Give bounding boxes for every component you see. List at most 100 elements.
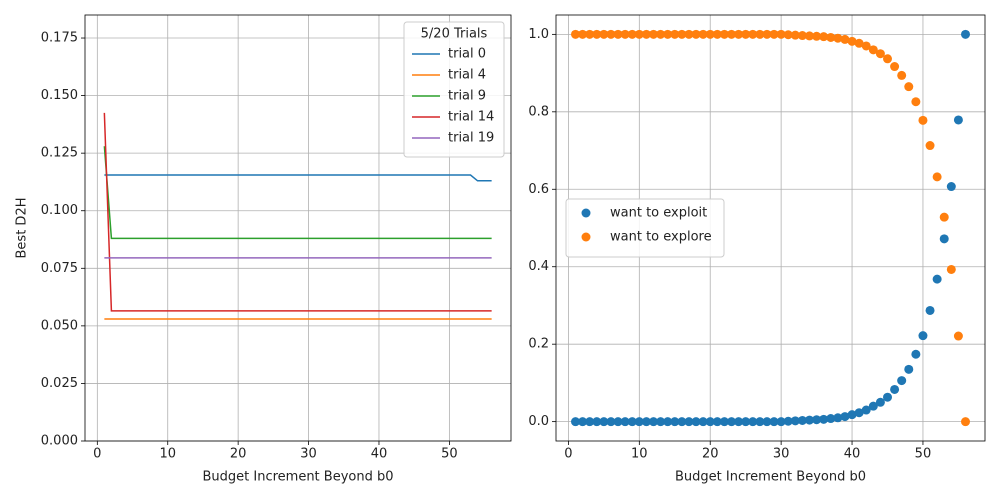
point [620,29,630,39]
point [911,97,921,107]
point [939,212,949,222]
point [641,29,651,39]
point [769,417,779,427]
point [961,417,970,427]
plot-area [103,112,492,320]
y-tick-label: 0.100 [41,203,78,218]
plot-area [571,29,970,427]
point [776,417,786,427]
point [762,29,772,39]
y-tick-label: 0.4 [528,259,549,274]
point [705,29,715,39]
point [613,417,623,427]
point [592,417,602,427]
point [953,331,963,341]
point [932,274,942,284]
point [875,397,885,407]
x-tick-label: 10 [631,447,648,462]
point [805,31,814,41]
line [103,112,492,312]
line [103,146,492,240]
x-axis-label: Budget Increment Beyond b0 [202,470,393,485]
point [840,412,850,422]
point [797,31,807,41]
point [826,32,836,42]
point [719,417,729,427]
legend-label: trial 4 [448,68,486,83]
point [634,29,644,39]
point [734,29,744,39]
point [663,29,673,39]
point [613,29,623,39]
y-tick-label: 0.6 [528,182,549,197]
x-tick-label: 30 [773,447,790,462]
point [578,29,588,39]
point [790,30,800,40]
y-tick-label: 0.000 [41,434,78,449]
point [741,417,751,427]
point [585,417,595,427]
point [571,29,580,39]
legend-box [565,198,725,258]
point [592,29,602,39]
x-tick-label: 10 [159,447,176,462]
point [620,417,630,427]
y-tick-label: 1.0 [528,27,549,42]
point [833,33,843,43]
point [677,417,687,427]
point [946,264,956,274]
point [670,417,680,427]
axes-frame [84,14,512,442]
point [649,417,658,427]
point [854,38,864,48]
y-tick-label: 0.050 [41,318,78,333]
point [826,414,836,424]
point [890,62,900,72]
line [104,174,492,182]
point [925,305,935,315]
point [599,29,609,39]
point [585,29,595,39]
point [918,115,928,125]
point [946,182,956,192]
point [953,115,963,125]
point [627,29,637,39]
legend-label: want to exploit [610,206,707,221]
y-axis-label: Best D2H [15,198,30,259]
point [875,49,885,59]
x-tick-label: 40 [844,447,861,462]
y-tick-label: 0.0 [528,414,549,429]
x-tick-label: 30 [300,447,317,462]
y-tick-label: 0.075 [41,261,78,276]
point [656,417,666,427]
point [762,417,772,427]
legend-swatch [581,232,591,242]
x-tick-label: 50 [915,447,932,462]
point [691,29,701,39]
legend-label: trial 19 [448,131,494,146]
y-tick-label: 0.150 [41,88,78,103]
point [911,349,921,359]
point [727,29,736,39]
x-tick-label: 40 [371,447,388,462]
point [868,401,878,411]
point [854,408,864,418]
point [961,29,970,39]
point [634,417,644,427]
legend-label: want to explore [610,230,712,245]
legend-label: trial 0 [448,47,486,62]
point [805,415,814,425]
point [698,417,708,427]
point [606,29,616,39]
legend-label: trial 14 [448,110,494,125]
point [599,417,609,427]
y-tick-label: 0.2 [528,337,549,352]
y-tick-label: 0.025 [41,376,78,391]
point [649,29,658,39]
point [939,234,949,244]
point [691,417,701,427]
point [819,32,829,42]
legend-label: trial 9 [448,89,486,104]
point [904,82,914,92]
